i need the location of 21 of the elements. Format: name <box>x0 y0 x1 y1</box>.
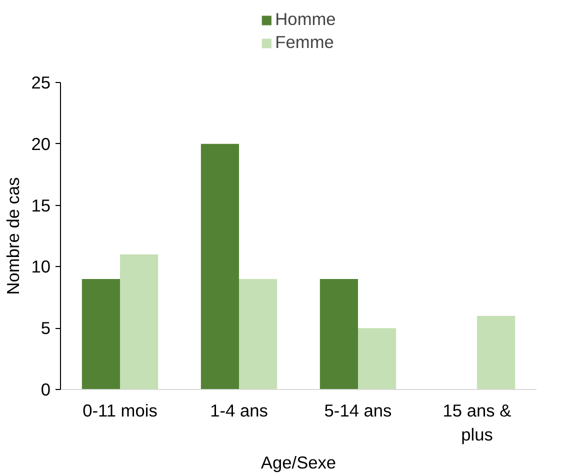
bar <box>82 278 120 390</box>
legend-label: Homme <box>275 9 336 30</box>
x-tick-label: 0-11 mois <box>82 400 158 420</box>
bar <box>477 316 516 390</box>
y-tick-label: 25 <box>31 72 51 92</box>
y-tick-label: 0 <box>40 380 51 400</box>
bar <box>239 278 278 390</box>
y-tick-label: 10 <box>31 256 51 277</box>
x-tick-label: 1-4 ans <box>210 400 268 420</box>
y-tick-label: 5 <box>40 318 51 338</box>
x-tick-label: 5-14 ans <box>324 400 392 420</box>
legend-label: Femme <box>275 32 334 53</box>
x-tick-label: 15 ans & plus <box>442 400 512 444</box>
y-tick-label: 15 <box>31 195 51 216</box>
bar <box>358 328 396 390</box>
y-tick-label: 20 <box>31 134 51 154</box>
y-axis-title: Nombre de cas <box>3 176 24 295</box>
bar <box>200 144 239 390</box>
bar <box>120 254 158 390</box>
x-axis-title: Age/Sexe <box>260 452 336 472</box>
bar <box>320 278 358 390</box>
